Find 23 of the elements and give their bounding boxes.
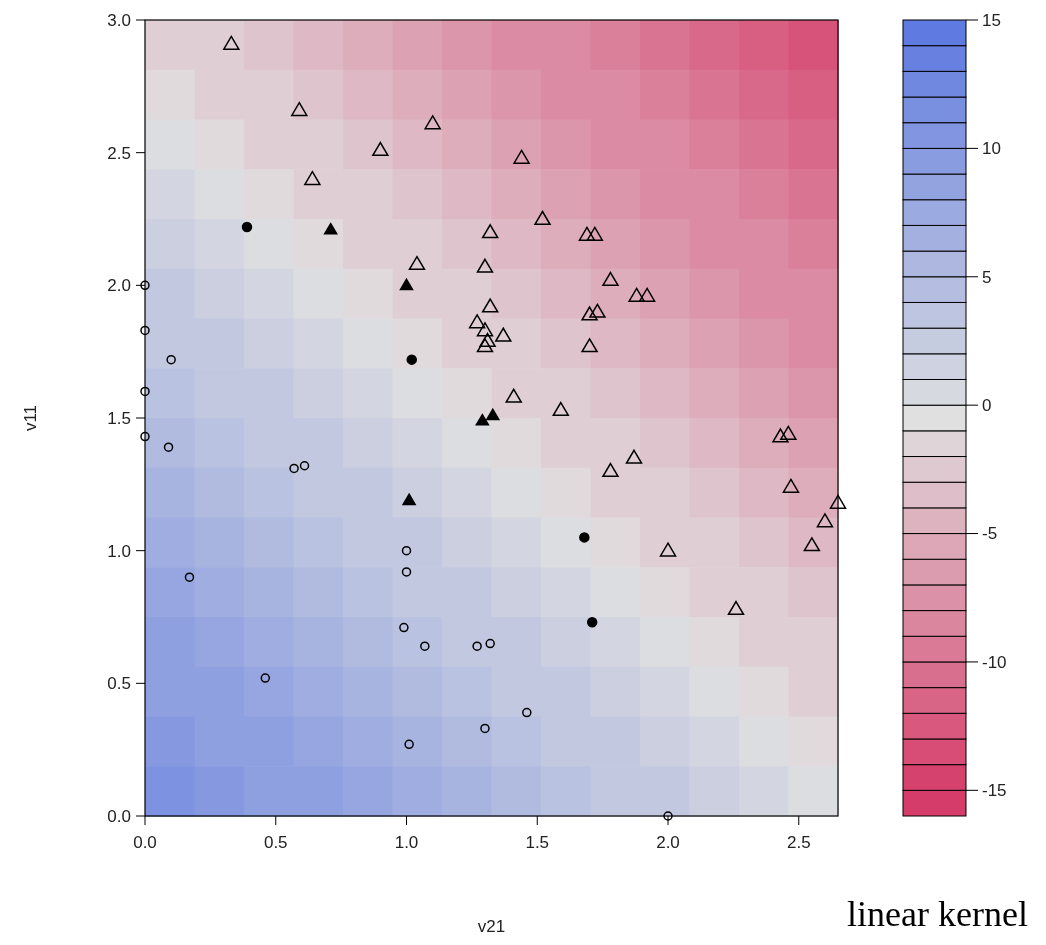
y-tick-label: 2.5 [107, 143, 131, 163]
color-bar-label: 5 [982, 267, 992, 287]
y-tick-label: 0.0 [107, 806, 131, 826]
color-bar-label: -5 [982, 524, 998, 544]
y-tick-label: 1.5 [107, 408, 131, 428]
y-axis-title: v11 [21, 404, 40, 432]
text: linear kernel [847, 894, 1028, 934]
x-tick-label: 0.5 [263, 833, 288, 852]
color-bar-label: 15 [982, 10, 1001, 30]
y-tick-label: 0.5 [107, 674, 131, 694]
color-bar-label: 10 [982, 139, 1001, 159]
color-bar-label: -10 [982, 652, 1007, 672]
x-axis-title: v21 [477, 917, 506, 936]
x-tick-label: 0.0 [133, 833, 157, 852]
y-tick-label: 1.0 [107, 541, 131, 561]
x-tick-label: 2.5 [786, 833, 811, 852]
color-bar-label: 0 [982, 396, 992, 416]
x-tick-label: 1.5 [525, 833, 550, 852]
y-tick-label: 3.0 [107, 10, 131, 30]
x-tick-label: 1.0 [394, 833, 419, 852]
y-tick-label: 2.0 [107, 276, 131, 296]
color-bar-label: -15 [982, 781, 1007, 801]
x-tick-label: 2.0 [656, 833, 680, 852]
